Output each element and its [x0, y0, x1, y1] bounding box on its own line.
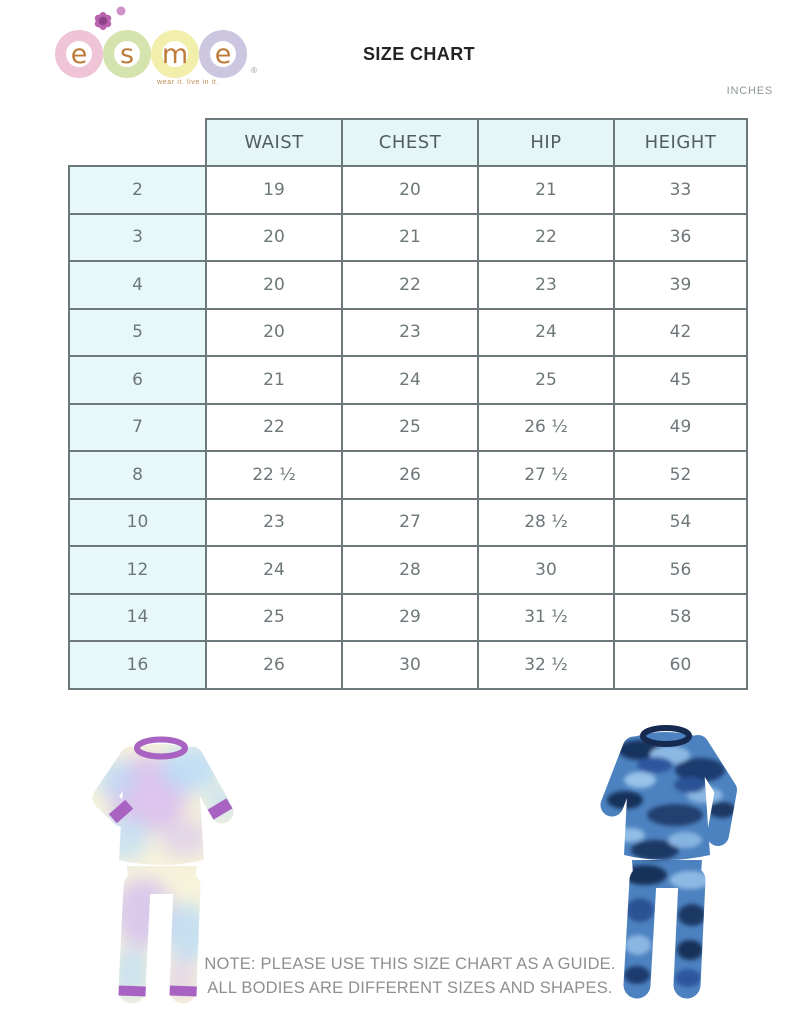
measurement-cell: 20 [205, 307, 343, 357]
table-row: 10 23 27 28 ½ 54 [68, 497, 748, 547]
logo-tagline: wear it. live in it. [157, 79, 219, 86]
size-cell: 5 [68, 307, 207, 357]
measurement-cell: 28 ½ [477, 497, 615, 547]
measurement-cell: 52 [613, 450, 748, 500]
column-header-waist: WAIST [205, 118, 343, 167]
column-header-hip: HIP [477, 118, 615, 167]
size-cell: 10 [68, 497, 207, 547]
table-row: 4 20 22 23 39 [68, 260, 748, 310]
measurement-cell: 23 [477, 260, 615, 310]
size-table: WAIST CHEST HIP HEIGHT 2 19 20 21 33 3 2… [68, 118, 748, 690]
size-cell: 7 [68, 402, 207, 452]
size-cell: 3 [68, 212, 207, 262]
measurement-cell: 60 [613, 640, 748, 690]
logo-letter: e [70, 38, 88, 70]
measurement-cell: 22 [205, 402, 343, 452]
measurement-cell: 21 [477, 165, 615, 215]
measurement-cell: 49 [613, 402, 748, 452]
corner-cell [69, 119, 206, 166]
table-row: 3 20 21 22 36 [68, 212, 748, 262]
table-row: 5 20 23 24 42 [68, 307, 748, 357]
measurement-cell: 29 [341, 592, 479, 642]
measurement-cell: 23 [205, 497, 343, 547]
logo-letter-circle: m [151, 30, 199, 78]
measurement-cell: 58 [613, 592, 748, 642]
measurement-cell: 54 [613, 497, 748, 547]
measurement-cell: 31 ½ [477, 592, 615, 642]
measurement-cell: 23 [341, 307, 479, 357]
measurement-cell: 36 [613, 212, 748, 262]
logo-letter: s [119, 38, 135, 70]
measurement-cell: 20 [341, 165, 479, 215]
note-text: NOTE: PLEASE USE THIS SIZE CHART AS A GU… [150, 952, 670, 1000]
column-header-chest: CHEST [341, 118, 479, 167]
logo-letter-circle: s [103, 30, 151, 78]
measurement-cell: 39 [613, 260, 748, 310]
size-cell: 2 [68, 165, 207, 215]
logo-letter: m [161, 38, 189, 70]
measurement-cell: 20 [205, 260, 343, 310]
logo-letter: e [214, 38, 232, 70]
measurement-cell: 27 [341, 497, 479, 547]
measurement-cell: 22 [341, 260, 479, 310]
note-line-2: ALL BODIES ARE DIFFERENT SIZES AND SHAPE… [207, 979, 613, 997]
measurement-cell: 19 [205, 165, 343, 215]
measurement-cell: 32 ½ [477, 640, 615, 690]
column-header-height: HEIGHT [613, 118, 748, 167]
measurement-cell: 21 [341, 212, 479, 262]
measurement-cell: 26 [205, 640, 343, 690]
measurement-cell: 26 [341, 450, 479, 500]
header-row: WAIST CHEST HIP HEIGHT [69, 118, 748, 167]
measurement-cell: 25 [341, 402, 479, 452]
table-row: 7 22 25 26 ½ 49 [68, 402, 748, 452]
registered-mark: ® [251, 66, 257, 75]
table-row: 8 22 ½ 26 27 ½ 52 [68, 450, 748, 500]
measurement-cell: 25 [205, 592, 343, 642]
measurement-cell: 30 [341, 640, 479, 690]
table-row: 6 21 24 25 45 [68, 355, 748, 405]
table-row: 14 25 29 31 ½ 58 [68, 592, 748, 642]
tiedye-pajama-image [73, 718, 251, 1023]
size-cell: 12 [68, 545, 207, 595]
measurement-cell: 25 [477, 355, 615, 405]
measurement-cell: 30 [477, 545, 615, 595]
measurement-cell: 26 ½ [477, 402, 615, 452]
table-row: 2 19 20 21 33 [68, 165, 748, 215]
measurement-cell: 24 [477, 307, 615, 357]
measurement-cell: 45 [613, 355, 748, 405]
size-cell: 8 [68, 450, 207, 500]
measurement-cell: 24 [205, 545, 343, 595]
size-cell: 14 [68, 592, 207, 642]
measurement-cell: 33 [613, 165, 748, 215]
measurement-cell: 22 ½ [205, 450, 343, 500]
measurement-cell: 56 [613, 545, 748, 595]
units-label: INCHES [726, 85, 773, 97]
measurement-cell: 21 [205, 355, 343, 405]
measurement-cell: 42 [613, 307, 748, 357]
esme-logo: e s m e [55, 30, 247, 78]
measurement-cell: 20 [205, 212, 343, 262]
note-line-1: NOTE: PLEASE USE THIS SIZE CHART AS A GU… [204, 955, 616, 973]
logo-letter-circle: e [199, 30, 247, 78]
camo-pajama-image [580, 710, 758, 1020]
measurement-cell: 22 [477, 212, 615, 262]
table-row: 12 24 28 30 56 [68, 545, 748, 595]
size-cell: 16 [68, 640, 207, 690]
size-cell: 4 [68, 260, 207, 310]
measurement-cell: 27 ½ [477, 450, 615, 500]
measurement-cell: 28 [341, 545, 479, 595]
measurement-cell: 24 [341, 355, 479, 405]
table-row: 16 26 30 32 ½ 60 [68, 640, 748, 690]
flower-icon [88, 4, 130, 39]
size-cell: 6 [68, 355, 207, 405]
page-title: SIZE CHART [363, 44, 475, 64]
logo-letter-circle: e [55, 30, 103, 78]
